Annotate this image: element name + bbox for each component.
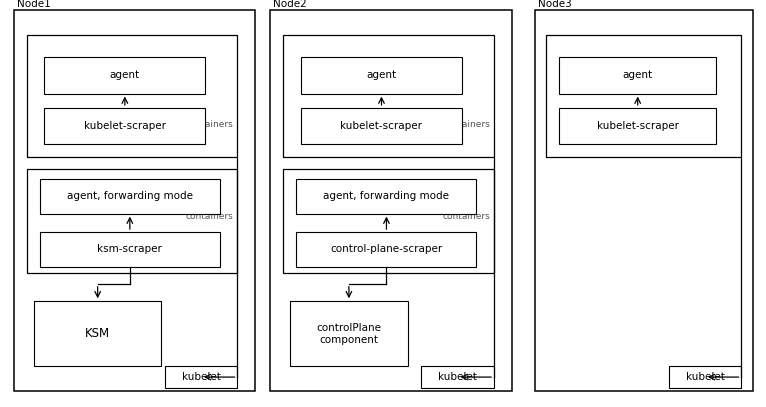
Text: kubelet: kubelet	[438, 372, 477, 382]
FancyBboxPatch shape	[559, 57, 716, 94]
Text: controlPlane
component: controlPlane component	[316, 323, 381, 345]
FancyBboxPatch shape	[27, 169, 237, 273]
FancyBboxPatch shape	[290, 301, 408, 366]
FancyBboxPatch shape	[301, 57, 462, 94]
FancyBboxPatch shape	[27, 35, 237, 157]
Text: control-plane-scraper: control-plane-scraper	[330, 244, 443, 254]
Text: Node3: Node3	[538, 0, 571, 9]
Text: agent, forwarding mode: agent, forwarding mode	[323, 191, 450, 201]
Text: agent: agent	[110, 70, 140, 80]
FancyBboxPatch shape	[283, 35, 494, 157]
FancyBboxPatch shape	[669, 366, 741, 388]
FancyBboxPatch shape	[546, 35, 741, 157]
FancyBboxPatch shape	[40, 179, 220, 214]
FancyBboxPatch shape	[44, 57, 205, 94]
Text: kubelet: kubelet	[686, 372, 725, 382]
Text: kubelet-scraper: kubelet-scraper	[340, 121, 423, 131]
FancyBboxPatch shape	[559, 108, 716, 144]
FancyBboxPatch shape	[301, 108, 462, 144]
Text: agent: agent	[366, 70, 397, 80]
Text: KSM: KSM	[85, 327, 110, 340]
Text: ksm-scraper: ksm-scraper	[97, 244, 162, 254]
Text: agent: agent	[623, 70, 653, 80]
Text: agent, forwarding mode: agent, forwarding mode	[67, 191, 193, 201]
FancyBboxPatch shape	[270, 10, 512, 391]
Text: Node2: Node2	[273, 0, 307, 9]
Text: kubelet-scraper: kubelet-scraper	[597, 121, 679, 131]
FancyBboxPatch shape	[421, 366, 494, 388]
Text: containers: containers	[186, 212, 234, 221]
Text: kubelet-scraper: kubelet-scraper	[83, 121, 166, 131]
Text: kubelet: kubelet	[182, 372, 221, 382]
FancyBboxPatch shape	[44, 108, 205, 144]
FancyBboxPatch shape	[14, 10, 255, 391]
Text: Node1: Node1	[17, 0, 51, 9]
Text: containers: containers	[443, 212, 490, 221]
FancyBboxPatch shape	[34, 301, 161, 366]
Text: containers: containers	[186, 120, 234, 129]
FancyBboxPatch shape	[283, 169, 494, 273]
Text: containers: containers	[443, 120, 490, 129]
FancyBboxPatch shape	[296, 232, 476, 267]
FancyBboxPatch shape	[40, 232, 220, 267]
FancyBboxPatch shape	[296, 179, 476, 214]
FancyBboxPatch shape	[535, 10, 753, 391]
FancyBboxPatch shape	[165, 366, 237, 388]
